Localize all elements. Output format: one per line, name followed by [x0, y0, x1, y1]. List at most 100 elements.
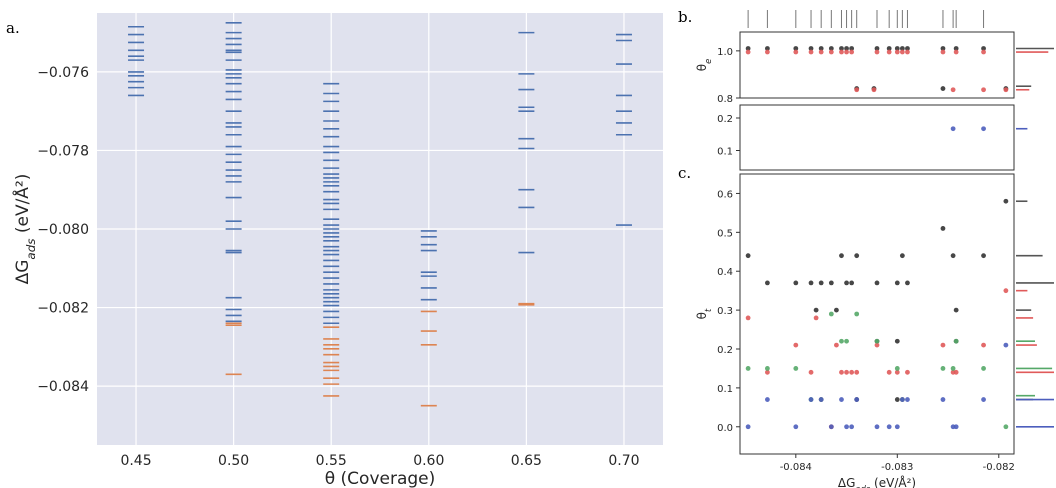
x-tick-label: 0.60 — [413, 453, 444, 469]
data-point — [940, 49, 946, 55]
x-axis-label: ΔGads (eV/Å²) — [838, 475, 916, 488]
data-point — [940, 342, 946, 348]
data-point — [981, 397, 986, 402]
y-axis-label: θt — [695, 308, 713, 319]
data-point — [793, 49, 799, 55]
data-point — [953, 369, 959, 375]
y-tick-label: 1.0 — [717, 47, 733, 58]
y-tick-label: 0.2 — [717, 114, 733, 125]
data-point — [886, 46, 892, 51]
data-point — [905, 397, 910, 402]
data-point — [950, 253, 956, 259]
data-point — [828, 49, 834, 55]
data-point — [849, 424, 855, 430]
data-point — [844, 424, 849, 430]
data-point — [981, 342, 986, 348]
data-point — [940, 46, 946, 51]
plot-frame — [739, 104, 1015, 171]
data-point — [844, 338, 849, 344]
data-point — [849, 280, 855, 286]
y-tick-label: 0.1 — [717, 384, 733, 395]
data-point — [981, 366, 986, 371]
data-point — [953, 46, 959, 51]
data-point — [953, 424, 959, 430]
data-point — [940, 86, 946, 91]
data-point — [745, 315, 751, 321]
data-point — [818, 46, 824, 51]
data-point — [828, 46, 834, 51]
plot-frame — [739, 173, 1015, 455]
data-point — [905, 369, 910, 375]
y-tick-label: 0.1 — [717, 147, 733, 158]
data-point — [839, 253, 844, 259]
data-point — [834, 307, 839, 313]
x-tick-label: -0.083 — [881, 462, 913, 473]
data-point — [886, 49, 892, 55]
data-point — [839, 397, 844, 402]
data-point — [828, 280, 834, 286]
data-point — [1003, 342, 1009, 348]
data-point — [981, 87, 986, 93]
data-point — [854, 253, 860, 259]
data-point — [894, 46, 900, 51]
data-point — [905, 280, 910, 286]
panel-b-top-axes: 0.8 1.0 θe — [695, 10, 1054, 105]
data-point — [849, 49, 855, 55]
data-point — [894, 280, 900, 286]
data-point — [793, 280, 799, 286]
data-point — [839, 46, 844, 51]
data-point — [899, 397, 905, 402]
panel-b-chart: b. 0.8 1.0 θe 0.1 0.2 — [678, 8, 1054, 171]
data-point — [854, 311, 860, 317]
data-point — [808, 397, 814, 402]
data-point — [844, 46, 849, 51]
data-point — [793, 366, 799, 371]
data-point — [940, 366, 946, 371]
data-point — [854, 87, 860, 93]
data-point — [894, 338, 900, 344]
data-point — [1003, 198, 1009, 204]
data-point — [844, 369, 849, 375]
data-point — [874, 338, 880, 344]
panel-a-tick-labels: 0.45 0.50 0.55 0.60 0.65 0.70 −0.084 −0.082 −0.0… — [37, 65, 639, 469]
panel-b-label: b. — [678, 8, 692, 26]
y-tick-label: 0.8 — [717, 94, 733, 105]
data-point — [886, 369, 892, 375]
data-point — [950, 366, 956, 371]
data-point — [981, 46, 986, 51]
data-point — [849, 46, 855, 51]
y-tick-label: −0.084 — [37, 379, 89, 395]
data-point — [871, 87, 877, 93]
data-point — [765, 369, 770, 375]
data-point — [818, 397, 824, 402]
panel-b-bottom-axes: 0.1 0.2 — [717, 104, 1028, 171]
y-tick-label: 0.0 — [717, 423, 733, 434]
panel-a-label: a. — [6, 19, 20, 37]
data-point — [839, 49, 844, 55]
data-point — [839, 338, 844, 344]
data-point — [745, 46, 751, 51]
data-point — [894, 397, 900, 402]
data-point — [981, 49, 986, 55]
data-point — [745, 49, 751, 55]
data-point — [844, 49, 849, 55]
y-tick-label: −0.076 — [37, 65, 89, 81]
y-tick-label: 0.2 — [717, 345, 733, 356]
y-tick-label: 0.4 — [717, 267, 733, 278]
data-point — [745, 253, 751, 259]
data-point — [813, 307, 819, 313]
x-tick-label: 0.65 — [511, 453, 542, 469]
data-point — [899, 253, 905, 259]
y-tick-label: 0.6 — [717, 189, 733, 200]
panel-a-marks — [128, 22, 632, 407]
data-point — [793, 342, 799, 348]
x-tick-label: -0.082 — [983, 462, 1015, 473]
data-point — [745, 424, 751, 430]
data-point — [849, 369, 855, 375]
data-point — [854, 397, 860, 402]
data-point — [793, 46, 799, 51]
data-point — [808, 46, 814, 51]
data-point — [813, 315, 819, 321]
data-point — [874, 424, 880, 430]
